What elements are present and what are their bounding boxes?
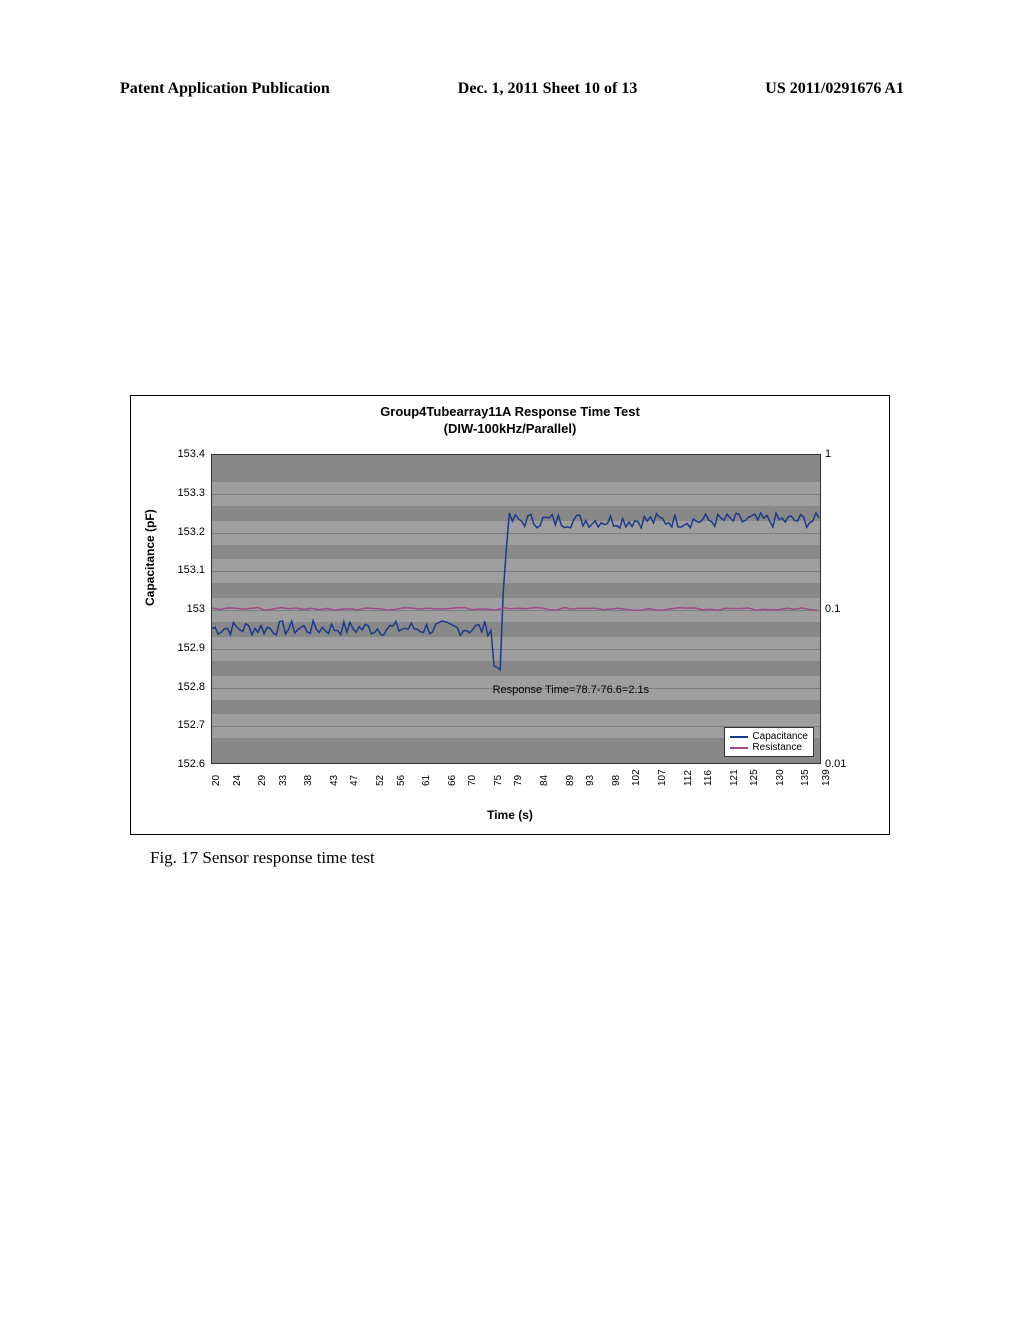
chart-title-line2: (DIW-100kHz/Parallel) [131,421,889,438]
x-axis-label: Time (s) [131,808,889,822]
header-center: Dec. 1, 2011 Sheet 10 of 13 [458,80,638,98]
chart-title-line1: Group4Tubearray11A Response Time Test [131,404,889,421]
legend-label-resistance: Resistance [752,742,801,753]
header-right: US 2011/0291676 A1 [765,80,904,98]
chart-title: Group4Tubearray11A Response Time Test (D… [131,404,889,438]
x-ticks: 2024293338434752566166707579848993981021… [211,768,821,808]
chart-legend: Capacitance Resistance [724,727,814,757]
legend-swatch-capacitance [730,736,748,738]
legend-item-capacitance: Capacitance [730,731,808,742]
y-axis-label: Capacitance (pF) [143,509,157,606]
header-left: Patent Application Publication [120,80,330,98]
capacitance-line [212,513,819,670]
legend-item-resistance: Resistance [730,742,808,753]
chart-series [212,455,820,763]
response-time-annotation: Response Time=78.7-76.6=2.1s [493,684,650,696]
chart-container: Group4Tubearray11A Response Time Test (D… [130,395,890,835]
legend-swatch-resistance [730,747,748,749]
plot-area: Response Time=78.7-76.6=2.1s Capacitance… [211,454,821,764]
resistance-line [212,608,817,611]
legend-label-capacitance: Capacitance [752,731,808,742]
page-header: Patent Application Publication Dec. 1, 2… [0,80,1024,98]
figure-caption: Fig. 17 Sensor response time test [150,848,375,868]
